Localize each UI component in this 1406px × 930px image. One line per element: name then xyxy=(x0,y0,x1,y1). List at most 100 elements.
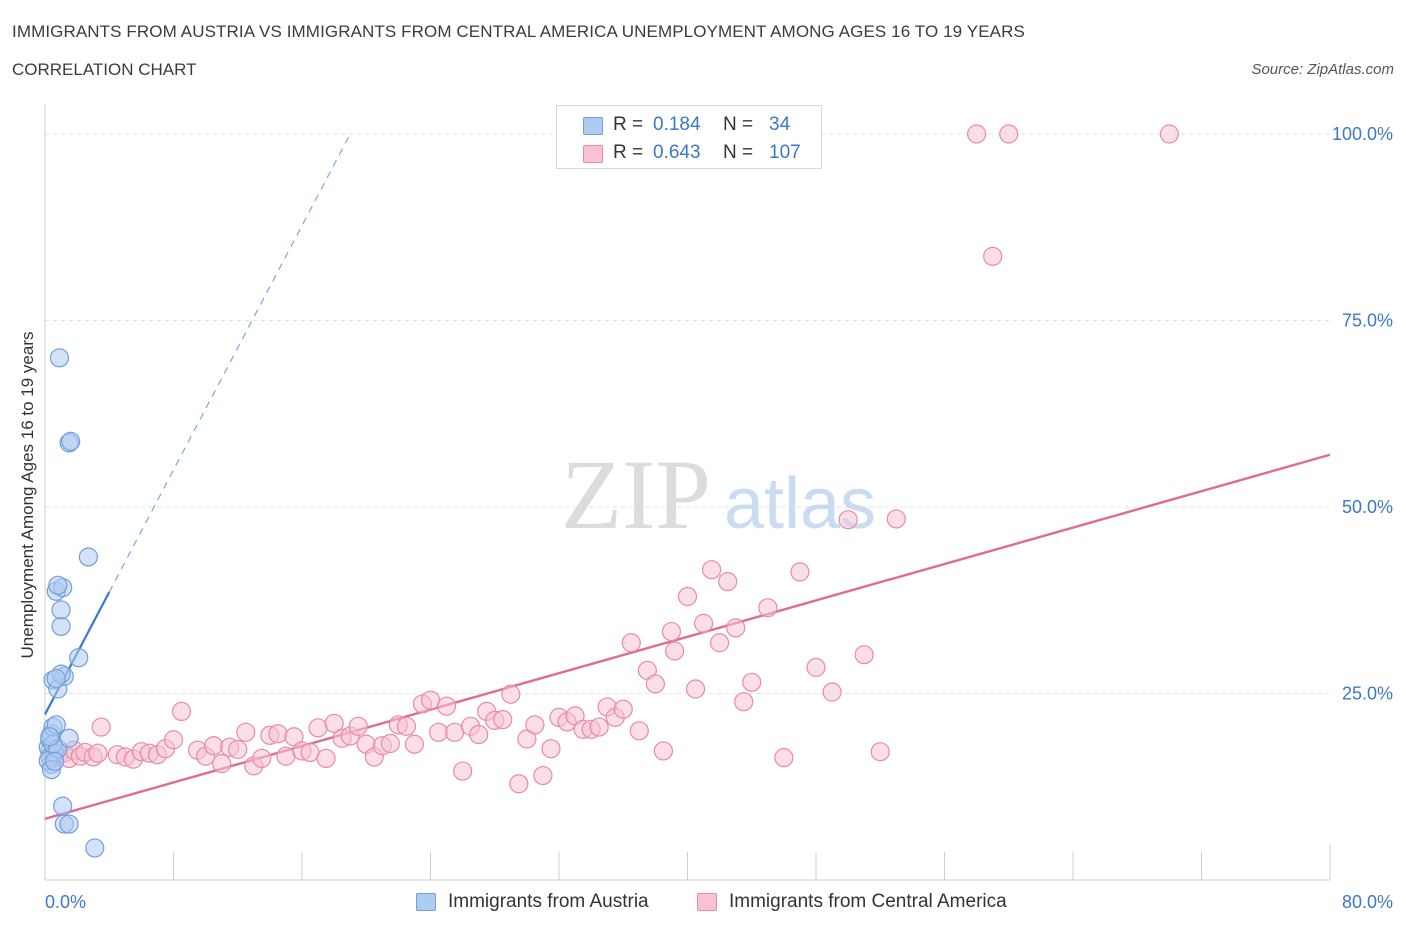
central-america-point xyxy=(774,748,794,768)
central-america-point xyxy=(236,722,256,742)
central-america-point xyxy=(493,710,513,730)
austria-point xyxy=(59,728,79,748)
central-america-point xyxy=(308,718,328,738)
watermark-atlas: atlas xyxy=(724,464,876,544)
n-label: N = xyxy=(723,142,754,163)
stats-legend: R = 0.184 N = 34 R = 0.643 N = 107 xyxy=(556,105,822,169)
n-value: 107 xyxy=(769,142,801,163)
central-america-point xyxy=(268,724,288,744)
central-america-point xyxy=(509,774,529,794)
central-america-point xyxy=(613,699,633,719)
austria-point xyxy=(46,668,66,689)
y-tick-label: 75.0% xyxy=(1342,311,1393,331)
central-america-point xyxy=(629,721,649,741)
central-america-point xyxy=(589,717,609,737)
central-america-point xyxy=(790,562,810,582)
central-america-point xyxy=(967,124,987,144)
central-america-point xyxy=(806,657,826,677)
central-america-point xyxy=(758,598,778,618)
central-america-swatch xyxy=(697,893,717,911)
austria-point xyxy=(40,727,60,747)
n-value: 34 xyxy=(769,114,791,135)
austria-point xyxy=(51,616,71,636)
central-america-point xyxy=(300,742,320,763)
central-america-point xyxy=(870,742,890,762)
central-america-point xyxy=(212,754,232,774)
legend-label-austria: Immigrants from Austria xyxy=(448,891,649,912)
central-america-point xyxy=(171,701,192,722)
chart-subtitle: CORRELATION CHART xyxy=(12,60,197,79)
central-america-point xyxy=(228,739,248,760)
central-america-point xyxy=(693,613,714,633)
central-america-point xyxy=(324,713,344,733)
n-label: N = xyxy=(723,114,754,135)
austria-point xyxy=(85,838,105,858)
central-america-point xyxy=(838,510,858,530)
central-america-point xyxy=(316,748,336,769)
central-america-point xyxy=(276,746,296,766)
source-label: Source: ZipAtlas.com xyxy=(1251,61,1394,78)
central-america-point xyxy=(621,633,641,653)
central-america-point xyxy=(252,748,272,769)
austria-point xyxy=(69,648,89,668)
central-america-point xyxy=(661,621,682,642)
central-america-point xyxy=(396,716,417,736)
central-america-point xyxy=(822,682,842,702)
austria-point xyxy=(59,814,79,834)
x-tick-label-max: 80.0% xyxy=(1342,892,1393,912)
central-america-point xyxy=(469,724,489,745)
watermark-zip: ZIP xyxy=(561,439,711,550)
central-america-point xyxy=(710,633,730,653)
central-america-point xyxy=(734,692,754,712)
y-tick-label: 50.0% xyxy=(1342,497,1393,517)
central-america-point xyxy=(453,761,473,781)
central-america-point xyxy=(645,674,665,694)
central-america-point xyxy=(380,733,400,754)
central-america-point xyxy=(91,717,111,737)
central-america-point xyxy=(525,715,545,735)
legend-label-central-america: Immigrants from Central America xyxy=(729,891,1007,912)
r-value: 0.643 xyxy=(653,142,701,163)
central-america-point xyxy=(726,618,746,638)
central-america-point xyxy=(444,722,465,742)
central-america-point xyxy=(436,696,457,716)
central-america-points xyxy=(40,124,1179,794)
austria-swatch xyxy=(583,117,603,135)
x-tick-label-min: 0.0% xyxy=(45,892,86,912)
austria-point xyxy=(51,600,71,620)
tick-labels: 25.0% 50.0% 75.0% 100.0% 0.0% 80.0% xyxy=(45,124,1393,912)
central-america-point xyxy=(1159,124,1179,144)
central-america-point xyxy=(677,586,698,607)
grid-lines xyxy=(45,133,1330,694)
central-america-point xyxy=(886,509,906,529)
r-value: 0.184 xyxy=(653,114,701,135)
central-america-point xyxy=(541,739,561,759)
r-label: R = xyxy=(613,142,644,163)
central-america-point xyxy=(204,736,224,756)
central-america-swatch xyxy=(583,145,603,163)
central-america-point xyxy=(718,571,738,592)
central-america-point xyxy=(999,124,1019,144)
legend-row-austria: R = 0.184 N = 34 xyxy=(557,112,821,138)
central-america-point xyxy=(501,684,521,704)
austria-point xyxy=(61,431,81,451)
austria-point xyxy=(49,348,70,368)
y-tick-label: 25.0% xyxy=(1342,684,1393,704)
r-label: R = xyxy=(613,114,644,135)
austria-point xyxy=(45,751,65,771)
central-america-point xyxy=(428,722,449,742)
chart-title: IMMIGRANTS FROM AUSTRIA VS IMMIGRANTS FR… xyxy=(12,22,1025,41)
central-america-point xyxy=(685,679,706,699)
central-america-point xyxy=(701,560,722,580)
central-america-point xyxy=(983,246,1003,266)
central-america-point xyxy=(88,743,108,763)
central-america-point xyxy=(854,645,874,665)
central-america-point xyxy=(163,730,184,750)
central-america-point xyxy=(404,734,425,754)
austria-point xyxy=(78,547,98,567)
austria-point xyxy=(53,796,73,816)
austria-swatch xyxy=(416,893,436,911)
central-america-point xyxy=(420,690,441,710)
central-america-point xyxy=(742,672,762,692)
